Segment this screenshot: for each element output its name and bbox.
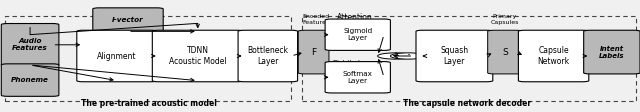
FancyBboxPatch shape	[238, 30, 298, 82]
FancyBboxPatch shape	[77, 30, 157, 82]
FancyBboxPatch shape	[416, 30, 493, 82]
Text: Capsule
Network: Capsule Network	[538, 46, 570, 66]
FancyBboxPatch shape	[518, 30, 589, 82]
FancyBboxPatch shape	[93, 8, 163, 32]
Text: Sigmoid
Layer: Sigmoid Layer	[343, 28, 372, 41]
FancyBboxPatch shape	[152, 30, 243, 82]
Text: Attention: Attention	[337, 13, 373, 22]
Text: Primary
Capsules: Primary Capsules	[491, 14, 519, 25]
Text: The pre-trained acoustic model: The pre-trained acoustic model	[81, 99, 216, 108]
Text: F: F	[311, 48, 316, 57]
Text: Bottleneck
Layer: Bottleneck Layer	[247, 46, 289, 66]
FancyBboxPatch shape	[584, 30, 640, 74]
Text: Squash
Layer: Squash Layer	[440, 46, 468, 66]
Text: S: S	[502, 48, 508, 57]
Text: Audio
Features: Audio Features	[12, 38, 48, 51]
Text: Intent
Labels: Intent Labels	[599, 46, 625, 59]
FancyBboxPatch shape	[298, 30, 329, 74]
Text: The capsule network decoder: The capsule network decoder	[403, 99, 531, 108]
Bar	[5, 16, 291, 101]
Text: Encoded
Features: Encoded Features	[303, 14, 330, 25]
FancyBboxPatch shape	[488, 30, 522, 74]
FancyBboxPatch shape	[1, 64, 59, 96]
Text: I-vector: I-vector	[112, 17, 144, 23]
Text: TDNN
Acoustic Model: TDNN Acoustic Model	[169, 46, 227, 66]
Circle shape	[390, 53, 426, 59]
Text: ·: ·	[406, 50, 410, 62]
Text: Distributor: Distributor	[333, 60, 368, 67]
Text: Alignment: Alignment	[97, 52, 136, 60]
Text: +: +	[392, 51, 399, 61]
FancyBboxPatch shape	[1, 24, 59, 66]
Text: Softmax
Layer: Softmax Layer	[343, 71, 372, 84]
FancyBboxPatch shape	[325, 62, 390, 93]
Text: Phoneme: Phoneme	[11, 77, 49, 83]
Circle shape	[378, 53, 413, 59]
FancyBboxPatch shape	[325, 19, 390, 50]
Bar	[302, 16, 636, 101]
